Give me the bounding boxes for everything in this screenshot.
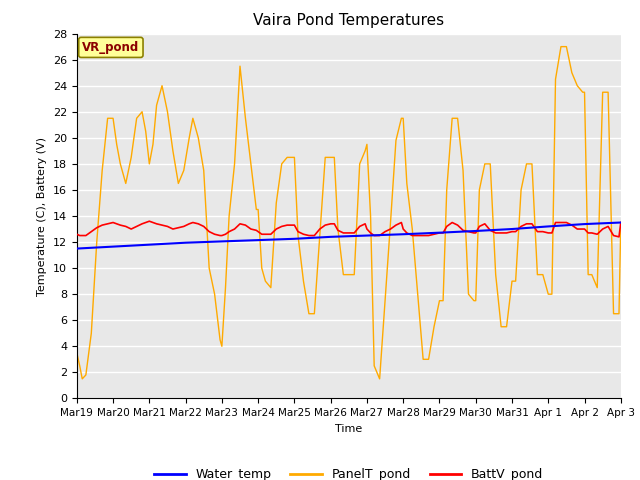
Text: VR_pond: VR_pond xyxy=(82,41,140,54)
Legend: Water_temp, PanelT_pond, BattV_pond: Water_temp, PanelT_pond, BattV_pond xyxy=(149,463,548,480)
Title: Vaira Pond Temperatures: Vaira Pond Temperatures xyxy=(253,13,444,28)
Y-axis label: Temperature (C), Battery (V): Temperature (C), Battery (V) xyxy=(37,136,47,296)
X-axis label: Time: Time xyxy=(335,424,362,433)
